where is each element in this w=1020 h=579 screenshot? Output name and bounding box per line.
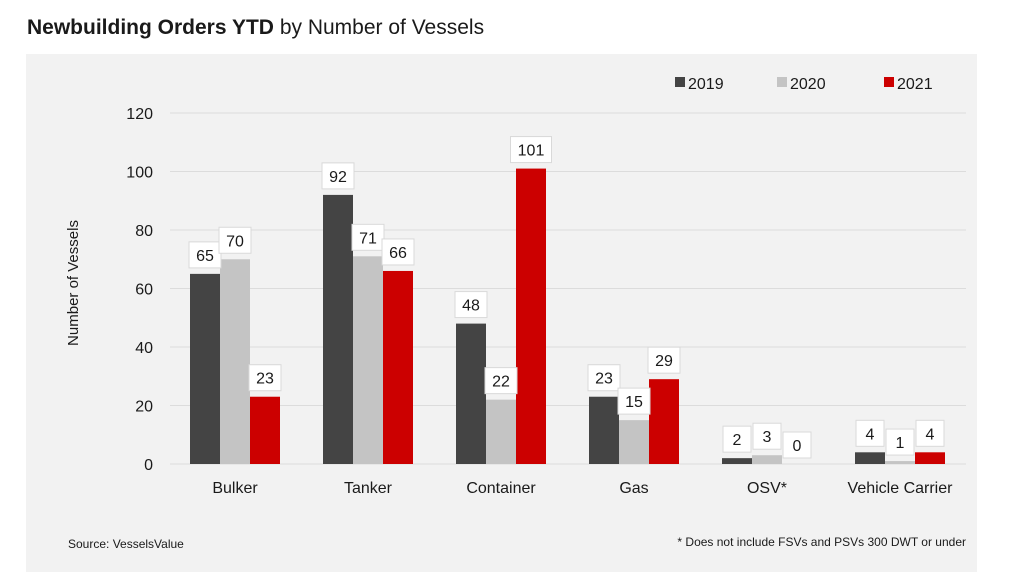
y-tick-label: 60: [135, 282, 153, 299]
data-label: 71: [359, 230, 377, 247]
x-tick-label: Gas: [619, 480, 648, 497]
bar-2021-1: [383, 270, 413, 464]
bar-2019-4: [722, 458, 752, 464]
data-label: 22: [492, 374, 510, 391]
data-label: 23: [256, 371, 274, 388]
data-label: 1: [896, 435, 905, 452]
data-label: 65: [196, 248, 214, 265]
legend-label-2021: 2021: [897, 76, 933, 93]
data-label-box: [587, 364, 621, 392]
bar-2020-0: [220, 259, 250, 464]
legend-label-2020: 2020: [790, 76, 826, 93]
bar-2020-5: [885, 461, 915, 464]
x-tick-label: Container: [466, 480, 536, 497]
data-label: 48: [462, 298, 480, 315]
footnote: * Does not include FSVs and PSVs 300 DWT…: [677, 535, 966, 549]
bar-2021-0: [250, 396, 280, 464]
data-label-box: [351, 223, 385, 251]
data-label-box: [218, 226, 252, 254]
y-tick-label: 0: [144, 457, 153, 474]
data-label: 92: [329, 169, 347, 186]
chart-title-bold: Newbuilding Orders YTD: [27, 16, 274, 39]
bar-2019-0: [190, 273, 220, 464]
data-label-box: [321, 162, 355, 190]
y-tick-label: 80: [135, 223, 153, 240]
bar-2020-4: [752, 455, 782, 464]
data-label-box: [752, 422, 782, 450]
data-label-box: [248, 364, 282, 392]
legend-label-2019: 2019: [688, 76, 724, 93]
y-tick-label: 120: [126, 106, 153, 123]
data-label-box: [510, 136, 552, 164]
x-tick-label: Vehicle Carrier: [848, 480, 954, 497]
data-label-box: [782, 431, 812, 459]
bar-2019-5: [855, 452, 885, 464]
data-label: 29: [655, 353, 673, 370]
legend-swatch-2021: [884, 77, 894, 87]
x-tick-label: OSV*: [747, 480, 787, 497]
x-tick-label: Bulker: [212, 480, 258, 497]
y-tick-label: 20: [135, 399, 153, 416]
bar-2019-1: [323, 194, 353, 464]
data-label-box: [381, 238, 415, 266]
chart-title-rest: by Number of Vessels: [279, 16, 485, 39]
x-tick-labels: Bulker Tanker Container Gas OSV* Vehicle Carr…: [212, 480, 953, 497]
bar-2020-3: [619, 420, 649, 464]
y-tick-labels: 0 20 40 60 80 100 120: [126, 106, 153, 474]
data-label: 23: [595, 371, 613, 388]
x-tick-label: Tanker: [344, 480, 393, 497]
data-label: 4: [926, 426, 935, 443]
source-note: Source: VesselsValue: [68, 537, 184, 551]
data-label: 101: [518, 143, 545, 160]
data-label-box: [188, 241, 222, 269]
data-label-box: [722, 425, 752, 453]
grid-lines: [170, 112, 966, 465]
data-label: 66: [389, 245, 407, 262]
data-label-box: [617, 387, 651, 415]
y-tick-label: 100: [126, 165, 153, 182]
bars: [190, 168, 945, 464]
y-axis-label: Number of Vessels: [65, 220, 82, 346]
legend-swatch-2020: [777, 77, 787, 87]
legend-swatch-2019: [675, 77, 685, 87]
data-label: 15: [625, 394, 643, 411]
bar-2021-3: [649, 379, 679, 464]
bar-2020-1: [353, 256, 383, 464]
data-label-box: [647, 346, 681, 374]
data-label: 70: [226, 233, 244, 250]
chart-panel: [26, 54, 977, 572]
data-label: 3: [763, 429, 772, 446]
bar-2020-2: [486, 399, 516, 464]
data-label: 0: [793, 438, 802, 455]
legend: 2019 2020 2021: [675, 76, 933, 93]
chart-title: Newbuilding Orders YTD by Number of Vess…: [27, 16, 484, 40]
bar-2021-5: [915, 452, 945, 464]
data-label-box: [855, 419, 885, 447]
data-label-box: [484, 367, 518, 395]
data-label-box: [454, 291, 488, 319]
bar-2019-2: [456, 323, 486, 464]
data-label-box: [885, 428, 915, 456]
y-tick-label: 40: [135, 340, 153, 357]
data-label: 2: [733, 432, 742, 449]
bar-2019-3: [589, 396, 619, 464]
data-label-box: [915, 419, 945, 447]
data-label: 4: [866, 426, 875, 443]
bar-2021-2: [516, 168, 546, 464]
